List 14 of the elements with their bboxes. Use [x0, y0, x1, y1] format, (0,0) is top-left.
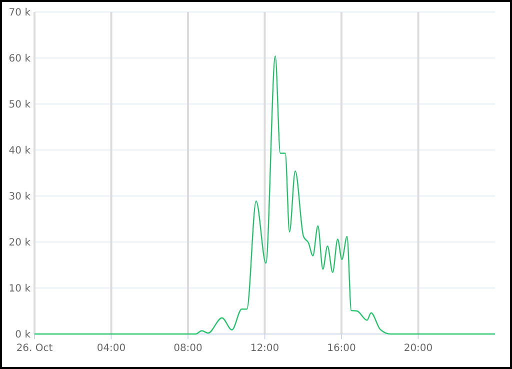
- y-tick-label: 10 k: [8, 284, 31, 294]
- x-tick-label: 16:00: [327, 343, 356, 354]
- y-tick-label: 50 k: [8, 100, 31, 110]
- y-tick-label: 40 k: [8, 146, 31, 156]
- y-tick-label: 0 k: [15, 330, 31, 340]
- x-tick-label: 20:00: [404, 343, 433, 354]
- x-tick-label: 08:00: [174, 343, 202, 354]
- y-tick-label: 60 k: [8, 54, 31, 64]
- x-tick-label: 12:00: [250, 343, 280, 354]
- y-tick-label: 70 k: [8, 8, 31, 18]
- x-tick-label: 04:00: [96, 343, 126, 354]
- y-tick-label: 20 k: [8, 238, 31, 248]
- y-tick-label: 30 k: [8, 192, 31, 202]
- x-tick-label: 26. Oct: [16, 343, 53, 354]
